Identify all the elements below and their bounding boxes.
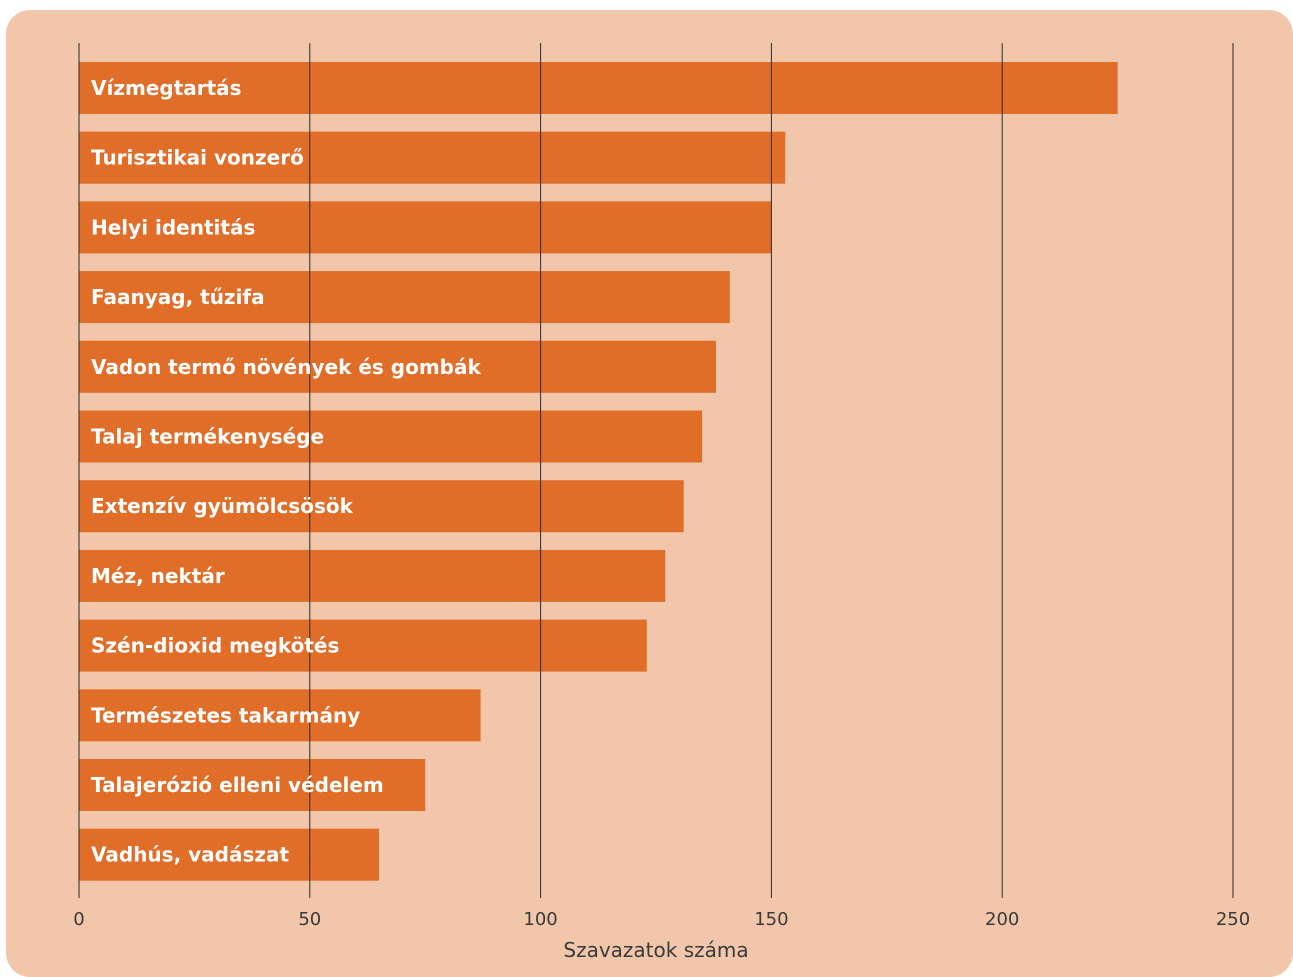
x-tick-label: 250 bbox=[1216, 909, 1250, 930]
bar bbox=[79, 759, 426, 811]
x-tick-label: 100 bbox=[523, 909, 557, 930]
x-tick-label: 150 bbox=[754, 909, 788, 930]
bar bbox=[79, 689, 481, 742]
x-axis-ticks: 0 50 100 150 200 250 bbox=[73, 909, 1250, 930]
bar bbox=[79, 410, 703, 463]
bar bbox=[79, 340, 717, 393]
bar bbox=[79, 62, 1118, 114]
bar-label: Méz, nektár bbox=[91, 564, 225, 588]
bars bbox=[79, 62, 1118, 881]
bar-label: Vízmegtartás bbox=[91, 76, 242, 100]
bar-label: Talaj termékenysége bbox=[91, 425, 324, 449]
x-tick-label: 50 bbox=[298, 909, 321, 930]
bar-label: Természetes takarmány bbox=[91, 703, 360, 727]
bar bbox=[79, 480, 684, 533]
bar bbox=[79, 271, 730, 324]
bar bbox=[79, 201, 772, 254]
bar-label: Helyi identitás bbox=[91, 215, 255, 239]
x-tick-label: 0 bbox=[73, 909, 84, 930]
bar-label: Extenzív gyümölcsösök bbox=[91, 494, 354, 518]
bar bbox=[79, 619, 647, 672]
gridlines bbox=[78, 43, 1234, 898]
bar-labels: Vízmegtartás Turisztikai vonzerő Helyi ide… bbox=[91, 76, 481, 867]
bar-label: Faanyag, tűzifa bbox=[91, 285, 265, 309]
bar-label: Szén-dioxid megkötés bbox=[91, 634, 339, 658]
bar-label: Turisztikai vonzerő bbox=[91, 146, 304, 170]
x-tick-label: 200 bbox=[985, 909, 1019, 930]
bar bbox=[79, 828, 380, 881]
bar bbox=[79, 131, 786, 184]
bar-label: Vadhús, vadászat bbox=[91, 843, 290, 867]
bar-label: Talajerózió elleni védelem bbox=[91, 773, 384, 797]
x-axis-title: Szavazatok száma bbox=[563, 938, 748, 962]
bar-label: Vadon termő növények és gombák bbox=[91, 355, 481, 379]
bar bbox=[79, 549, 666, 602]
